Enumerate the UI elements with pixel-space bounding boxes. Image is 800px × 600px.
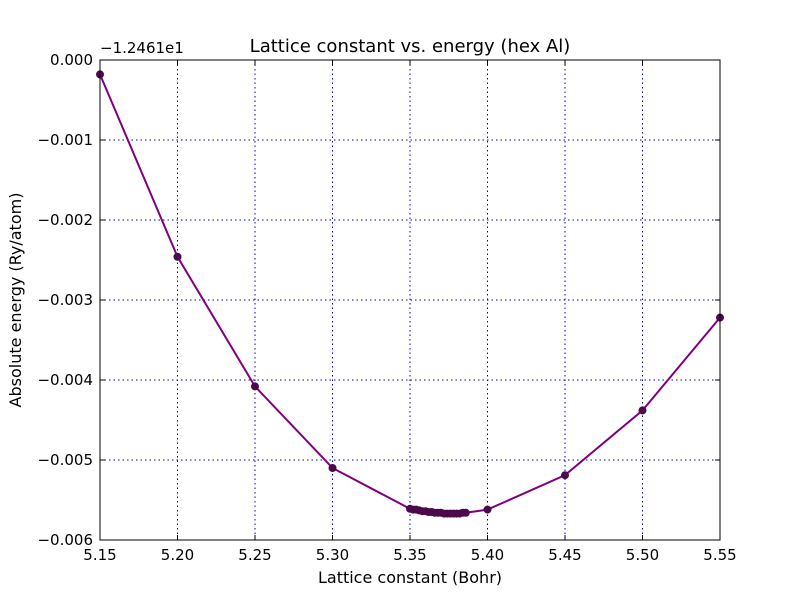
x-tick-label: 5.50 xyxy=(626,546,659,564)
y-tick-label: −0.002 xyxy=(37,211,93,229)
data-point xyxy=(561,471,569,480)
data-point xyxy=(173,252,182,261)
plot-frame xyxy=(99,59,721,541)
y-tick-label: −0.006 xyxy=(37,531,93,549)
y-tick-label: −0.003 xyxy=(37,291,93,309)
data-point xyxy=(483,505,492,514)
x-tick-label: 5.20 xyxy=(161,546,194,564)
x-tick-label: 5.15 xyxy=(83,546,116,564)
data-point xyxy=(328,464,337,472)
x-tick-label: 5.30 xyxy=(316,546,349,564)
x-axis-label: Lattice constant (Bohr) xyxy=(318,568,502,587)
x-tick-label: 5.35 xyxy=(393,546,426,564)
data-point xyxy=(461,508,470,517)
x-tick-label: 5.40 xyxy=(471,546,504,564)
data-point xyxy=(638,406,647,415)
y-offset-text: −1.2461e1 xyxy=(100,39,184,57)
y-tick-label: −0.005 xyxy=(37,451,93,469)
data-point xyxy=(251,382,259,391)
x-tick-label: 5.55 xyxy=(703,546,736,564)
y-axis-label: Absolute energy (Ry/atom) xyxy=(6,193,25,408)
y-tick-label: −0.004 xyxy=(37,371,93,389)
y-tick-label: 0.000 xyxy=(50,51,93,69)
x-tick-label: 5.25 xyxy=(238,546,271,564)
grid-lines xyxy=(99,59,721,541)
chart-title: Lattice constant vs. energy (hex Al) xyxy=(250,36,571,57)
y-tick-label: −0.001 xyxy=(37,131,93,149)
axis-ticks: 5.15 5.20 5.25 5.30 5.35 5.40 5.45 5.50 5.55 0.00… xyxy=(37,51,736,564)
x-tick-label: 5.45 xyxy=(548,546,581,564)
